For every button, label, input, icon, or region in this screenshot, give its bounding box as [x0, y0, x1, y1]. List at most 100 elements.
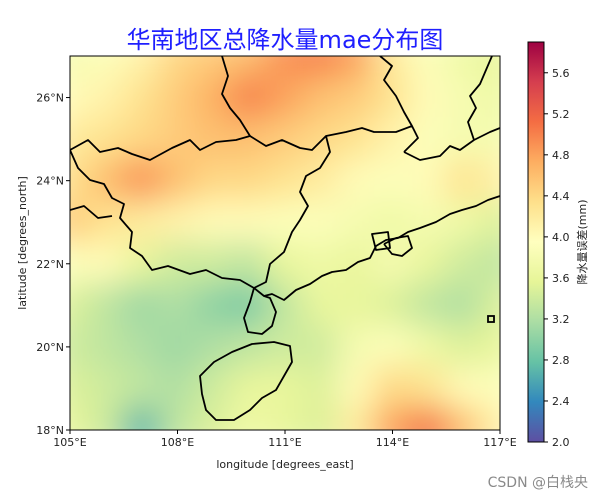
field-cell	[266, 117, 304, 161]
field-cell	[409, 325, 448, 369]
colorbar-ticks: 2.0 2.4 2.8 3.2 3.6 4.0 4.4 4.8 5.2 5.6	[544, 67, 570, 449]
colorbar-tick-label: 2.0	[552, 436, 570, 449]
field-cell	[301, 200, 340, 244]
y-tick-label: 18°N	[36, 424, 64, 437]
field-cell	[230, 408, 269, 430]
field-cell	[409, 56, 448, 78]
field-cell	[373, 158, 412, 203]
colorbar-tick-label: 2.4	[552, 395, 570, 408]
field-cell	[301, 366, 340, 411]
field-cell	[70, 75, 89, 120]
field-cell	[481, 408, 500, 430]
field-cell	[158, 366, 197, 411]
field-cell	[230, 158, 269, 203]
field-cell	[409, 242, 448, 286]
field-cell	[301, 283, 340, 328]
field-cell	[86, 242, 125, 286]
field-cell	[266, 75, 304, 120]
colorbar-tick-label: 4.4	[552, 190, 570, 203]
colorbar-tick-label: 5.6	[552, 67, 570, 80]
field-cell	[70, 283, 89, 328]
field-cell	[122, 366, 161, 411]
field-cell	[409, 366, 448, 411]
field-cell	[445, 283, 484, 328]
field-cell	[158, 283, 197, 328]
hunan-jiangxi-border	[221, 56, 251, 137]
field-cell	[445, 56, 484, 78]
field-cell	[337, 200, 376, 244]
field-cell	[266, 283, 304, 328]
y-tick-label: 24°N	[36, 175, 64, 188]
colorbar-tick-label: 3.2	[552, 313, 570, 326]
field-cell	[158, 242, 197, 286]
field-cell	[86, 75, 125, 120]
field-cell	[445, 408, 484, 430]
field-cell	[122, 75, 161, 120]
guangdong-north-border	[403, 127, 500, 161]
field-cell	[373, 200, 412, 244]
guangxi-west-border	[70, 149, 255, 289]
field-cell	[230, 56, 269, 78]
hong-kong-macau	[371, 231, 391, 251]
field-cell	[301, 242, 340, 286]
field-cell	[266, 408, 304, 430]
field-cell	[158, 75, 197, 120]
field-cell	[230, 75, 269, 120]
boundaries	[70, 56, 500, 421]
field-cell	[481, 283, 500, 328]
field-cell	[122, 56, 161, 78]
field-cell	[70, 408, 89, 430]
colorbar-tick-label: 4.8	[552, 149, 570, 162]
colorbar-tick-label: 3.6	[552, 272, 570, 285]
field-cell	[194, 117, 233, 161]
chart-title: 华南地区总降水量mae分布图	[127, 26, 444, 54]
colorbar-label: 降水量误差(mm)	[575, 199, 589, 284]
field-cell	[301, 325, 340, 369]
field-cell	[86, 325, 125, 369]
field-cell	[158, 158, 197, 203]
field-cell	[337, 325, 376, 369]
field-cell	[158, 117, 197, 161]
field-cell	[481, 75, 500, 120]
field-cell	[70, 200, 89, 244]
field-cell	[86, 200, 125, 244]
field-cell	[194, 408, 233, 430]
field-cell	[230, 242, 269, 286]
field-cell	[194, 158, 233, 203]
colorbar	[527, 41, 545, 443]
field-cell	[409, 75, 448, 120]
guangxi-guangdong-border	[253, 135, 331, 289]
field-cell	[86, 56, 125, 78]
field-cell	[122, 200, 161, 244]
field-cell	[194, 200, 233, 244]
field-cell	[337, 117, 376, 161]
guangdong-coastline	[253, 195, 500, 301]
field-cell	[70, 158, 89, 203]
field-cell	[301, 75, 340, 120]
field-cell	[373, 325, 412, 369]
field-cell	[158, 325, 197, 369]
field-cell	[158, 408, 197, 430]
colorbar-tick-label: 4.0	[552, 231, 570, 244]
field-cell	[445, 366, 484, 411]
field-cell	[70, 56, 89, 78]
y-tick-label: 20°N	[36, 341, 64, 354]
field-cell	[337, 75, 376, 120]
hainan-island	[199, 341, 293, 421]
y-tick-label: 26°N	[36, 92, 64, 105]
field-cell	[373, 242, 412, 286]
field-cell	[337, 158, 376, 203]
fujian-border	[467, 56, 493, 141]
field-cell	[445, 158, 484, 203]
field-cell	[194, 283, 233, 328]
field-cell	[266, 56, 304, 78]
x-axis-label: longitude [degrees_east]	[216, 458, 353, 471]
field-cell	[122, 242, 161, 286]
y-tick-label: 22°N	[36, 258, 64, 271]
field-cell	[373, 366, 412, 411]
x-tick-label: 114°E	[376, 436, 409, 449]
x-tick-label: 105°E	[53, 436, 86, 449]
watermark: CSDN @白栈央	[487, 475, 588, 491]
field-cell	[445, 242, 484, 286]
